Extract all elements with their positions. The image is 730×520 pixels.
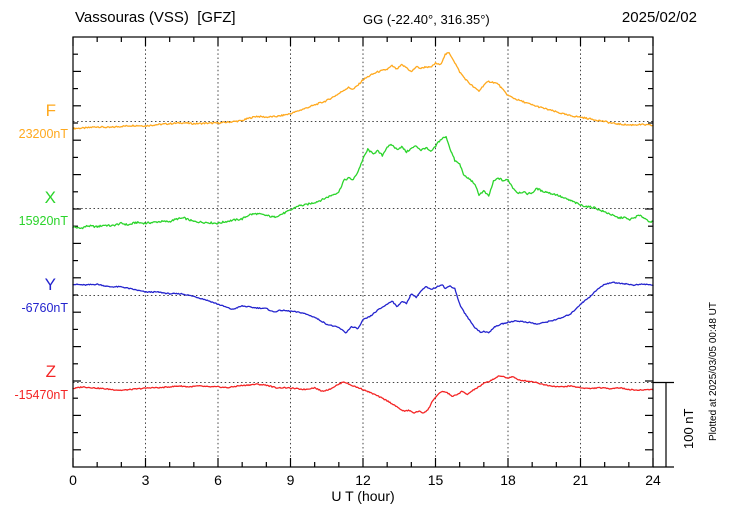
station-title: Vassouras (VSS) [GFZ] (75, 9, 236, 26)
plot-date: 2025/02/02 (621, 9, 697, 26)
x-tick-label-24: 24 (645, 472, 661, 488)
trace-X (72, 135, 654, 230)
x-tick-label-6: 6 (214, 472, 222, 488)
plot-border (72, 36, 654, 468)
series-Z-label: Z (45, 362, 56, 381)
x-tick-label-9: 9 (286, 472, 295, 488)
x-tick-label-12: 12 (355, 472, 371, 488)
x-tick-label-0: 0 (69, 472, 77, 488)
trace-F (72, 51, 654, 130)
x-tick-label-18: 18 (500, 472, 516, 488)
scale-bar-label: 100 nT (681, 408, 696, 449)
x-tick-label-15: 15 (427, 472, 444, 488)
series-X-baseline-value: 15920nT (18, 214, 68, 228)
series-Y-label: Y (44, 275, 56, 294)
x-tick-label-21: 21 (572, 472, 589, 488)
series-F-baseline-value: 23200nT (18, 127, 68, 141)
trace-Y (72, 281, 654, 334)
series-F-label: F (45, 101, 56, 120)
x-axis-title: U T (hour) (331, 488, 395, 504)
plotted-at-note: Plotted at 2025/03/05 00:48 UT (708, 302, 719, 441)
geographic-coords: GG (-22.40°, 316.35°) (363, 12, 490, 27)
trace-Z (72, 375, 654, 414)
series-Z-baseline-value: -15470nT (14, 388, 68, 402)
series-Y-baseline-value: -6760nT (21, 301, 68, 315)
x-tick-label-3: 3 (141, 472, 150, 488)
series-X-label: X (44, 188, 56, 207)
